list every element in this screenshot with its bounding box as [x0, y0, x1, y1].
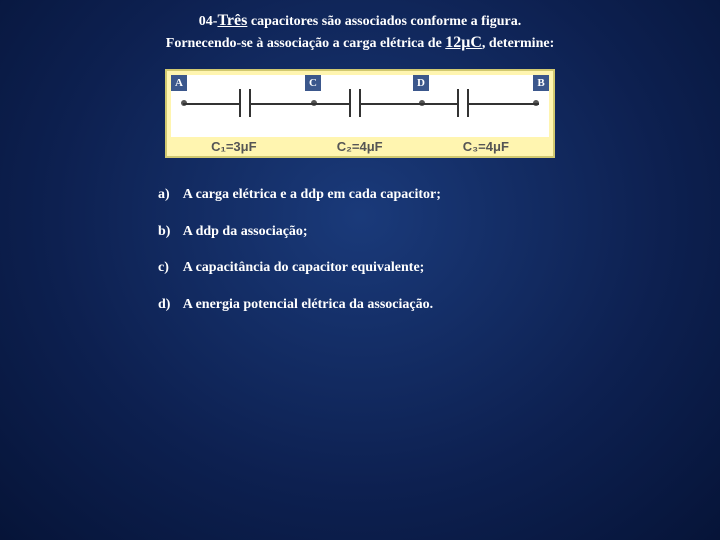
question-text: A ddp da associação; [183, 224, 308, 239]
wire [361, 103, 421, 105]
wire [469, 103, 539, 105]
question-label: d) [158, 290, 180, 321]
question-a: a) A carga elétrica e a ddp em cada capa… [158, 180, 720, 211]
questions-list: a) A carga elétrica e a ddp em cada capa… [118, 180, 720, 321]
circuit-inner: A C D B [171, 75, 549, 137]
node-a-label: A [171, 75, 187, 91]
question-label: a) [158, 180, 180, 211]
charge-value: 12μC [445, 34, 482, 51]
capacitor-plate [239, 89, 241, 117]
problem-number: 04- [199, 14, 218, 29]
node-d-label: D [413, 75, 429, 91]
node-c-label: C [305, 75, 321, 91]
word-tres: Três [217, 12, 247, 29]
wire [183, 103, 239, 105]
wire [313, 103, 349, 105]
question-b: b) A ddp da associação; [158, 217, 720, 248]
question-text: A capacitância do capacitor equivalente; [183, 260, 425, 275]
question-text: A energia potencial elétrica da associaç… [183, 297, 433, 312]
c3-label: C₃=4μF [463, 139, 509, 154]
question-text: A carga elétrica e a ddp em cada capacit… [183, 187, 441, 202]
header-line2-end: , determine: [482, 36, 554, 51]
question-c: c) A capacitância do capacitor equivalen… [158, 253, 720, 284]
problem-header: 04-Três capacitores são associados confo… [0, 0, 720, 55]
node-b-label: B [533, 75, 549, 91]
wire [251, 103, 313, 105]
question-d: d) A energia potencial elétrica da assoc… [158, 290, 720, 321]
question-label: c) [158, 253, 180, 284]
header-line2-start: Fornecendo-se à associação a carga elétr… [166, 36, 446, 51]
capacitor-plate [457, 89, 459, 117]
capacitor-plate [349, 89, 351, 117]
c2-label: C₂=4μF [337, 139, 383, 154]
wire [421, 103, 457, 105]
c1-label: C₁=3μF [211, 139, 256, 154]
slide: 04-Três capacitores são associados confo… [0, 0, 720, 540]
circuit-diagram: A C D B [165, 69, 555, 158]
header-line1-rest: capacitores são associados conforme a fi… [247, 14, 521, 29]
question-label: b) [158, 217, 180, 248]
capacitor-labels-row: C₁=3μF C₂=4μF C₃=4μF [171, 139, 549, 154]
